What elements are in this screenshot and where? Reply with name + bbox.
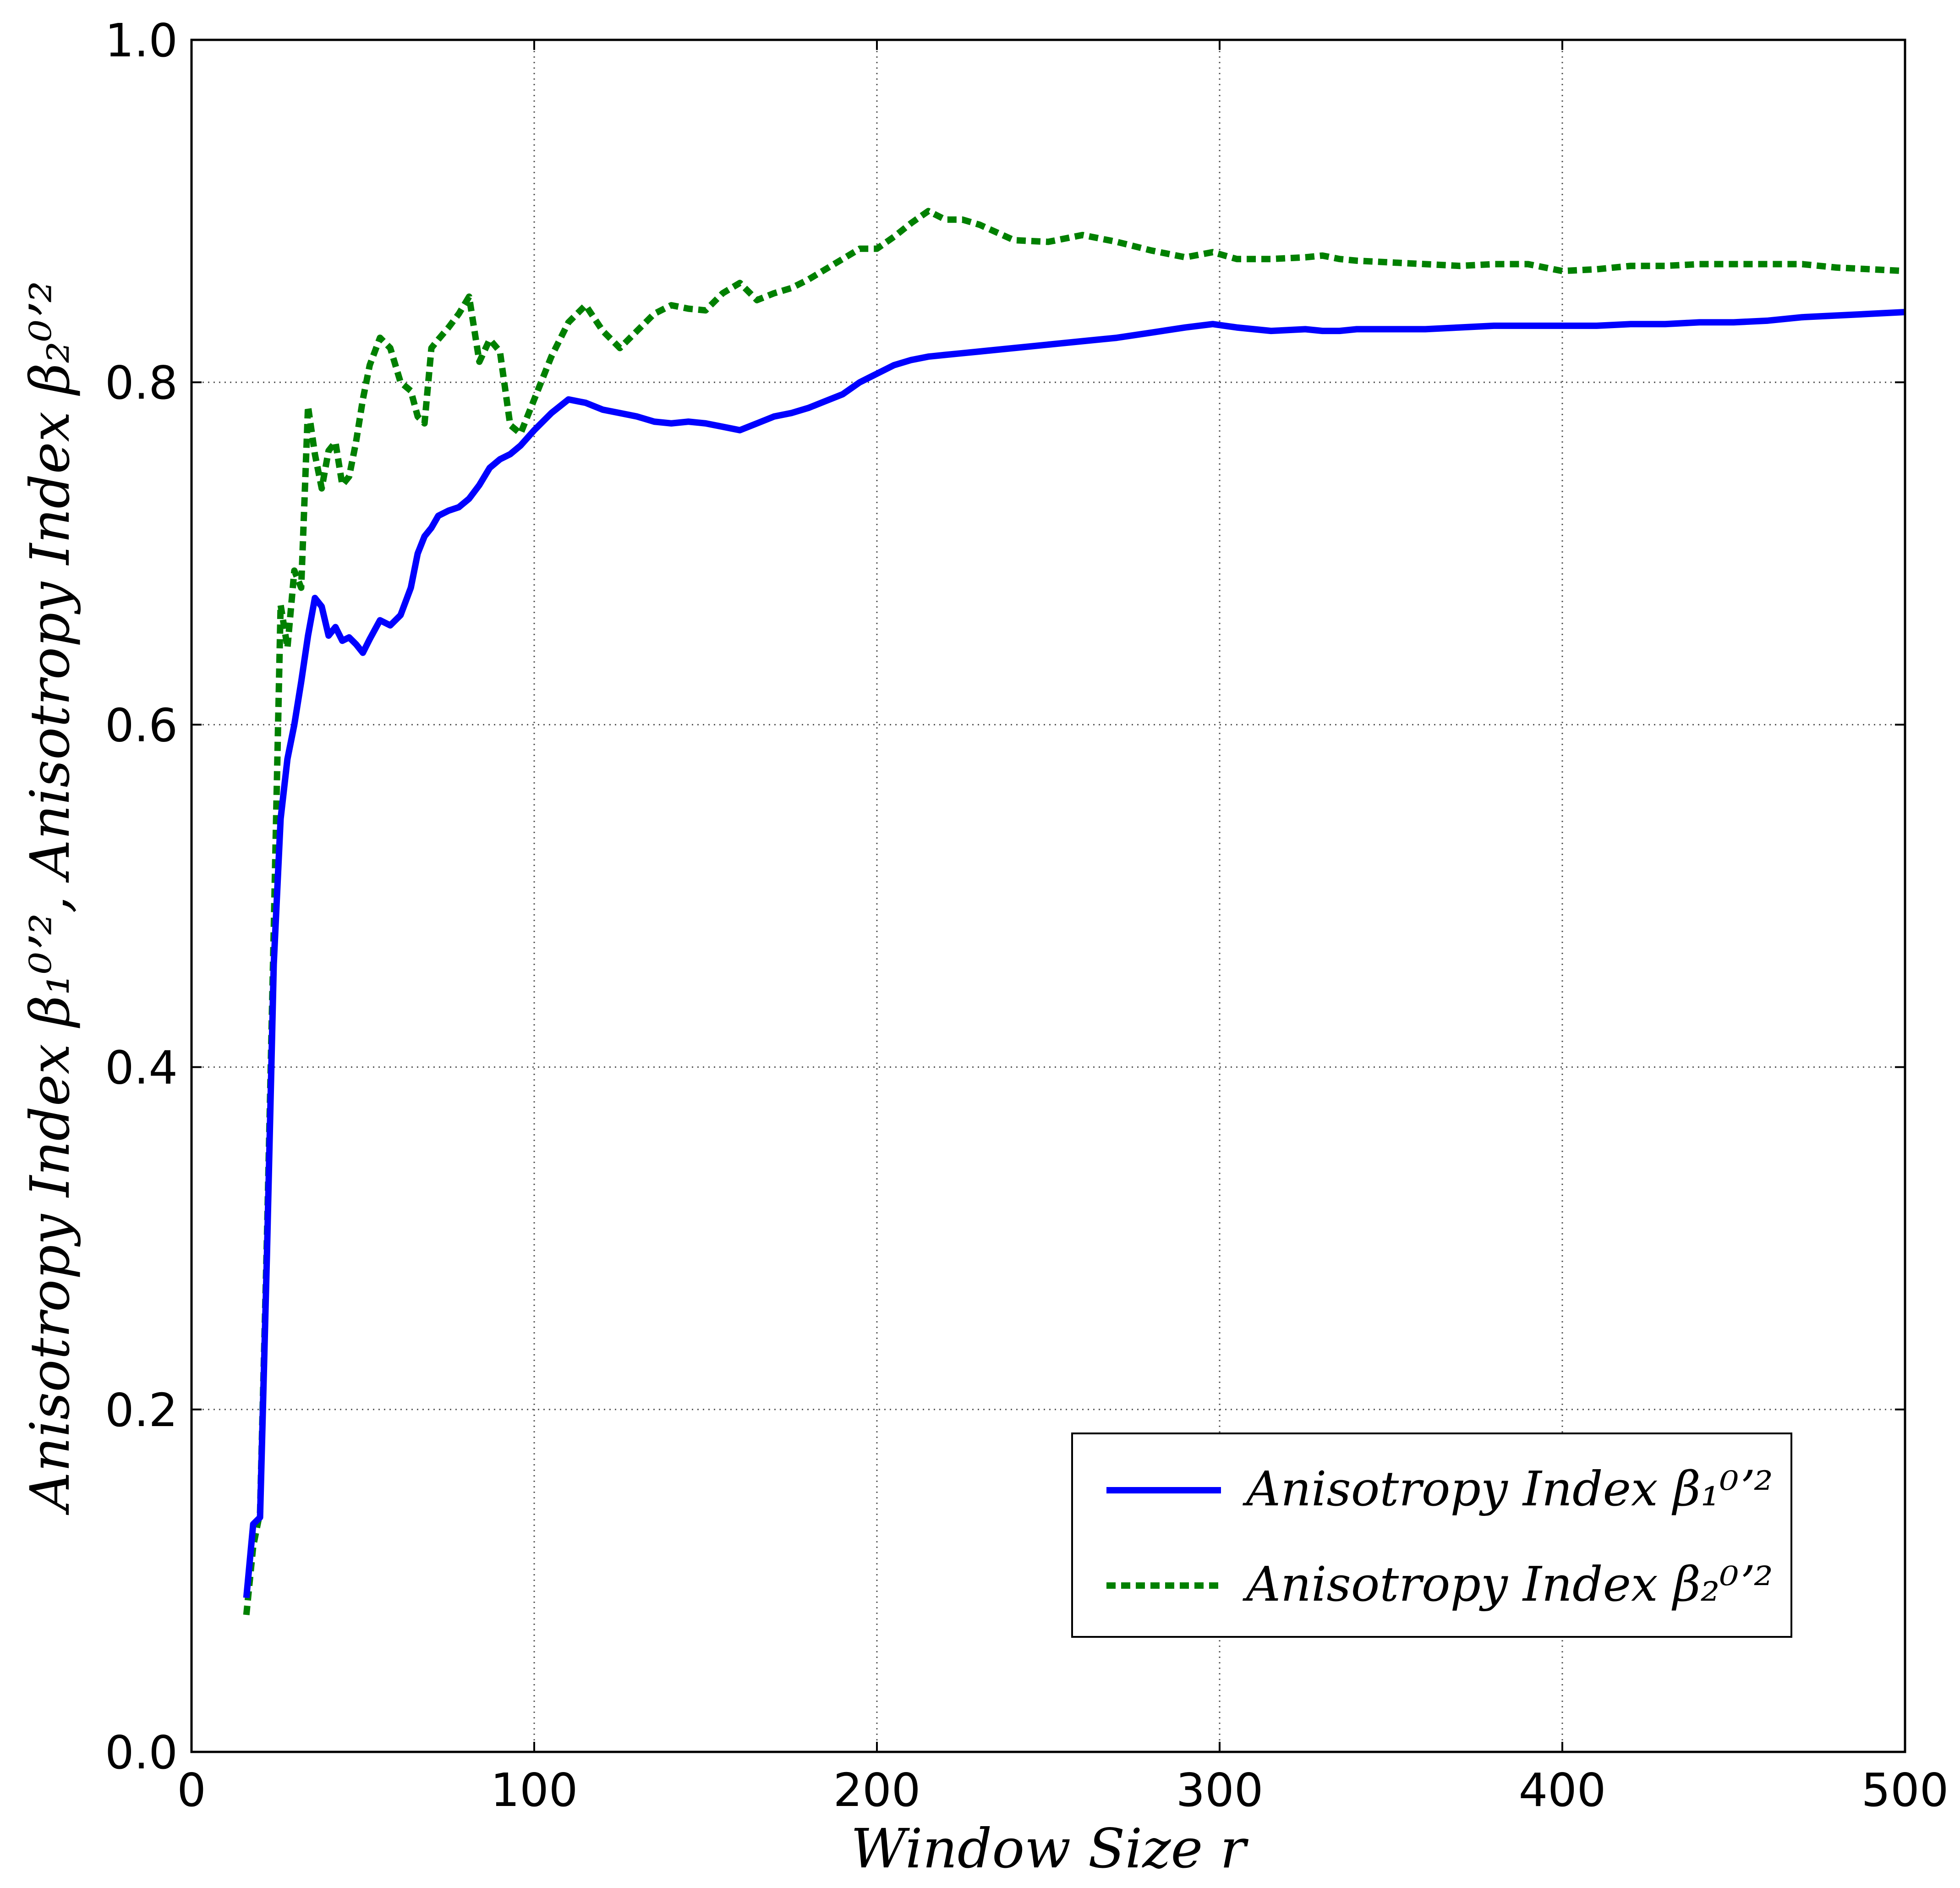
legend: Anisotropy Index β₁⁰ʼ² Anisotropy Index … [1071, 1432, 1792, 1638]
legend-box [1071, 1432, 1792, 1638]
x-tick-label: 100 [491, 1763, 578, 1817]
legend-label-beta1: Anisotropy Index β₁⁰ʼ² [1243, 1461, 1773, 1517]
y-tick-label: 0.0 [105, 1726, 178, 1779]
tick-labels: 0 100 200 300 400 500 0.0 0.2 0.4 0.6 0.8 1.0 [105, 14, 1949, 1817]
x-tick-label: 200 [833, 1763, 921, 1817]
y-axis-label: Anisotropy Index β₁⁰ʼ², Anisotropy Index… [18, 281, 82, 1515]
y-tick-label: 0.4 [105, 1041, 178, 1095]
x-axis-label: Window Size r [851, 1817, 1249, 1880]
y-tick-label: 0.2 [105, 1383, 178, 1437]
series-line-beta1 [243, 309, 1905, 1598]
y-tick-label: 1.0 [105, 14, 178, 67]
series-line-beta2 [243, 208, 1905, 1615]
series-layer [243, 208, 1905, 1615]
legend-label-beta2: Anisotropy Index β₂⁰ʼ² [1243, 1556, 1773, 1612]
axis-ticks [191, 39, 1906, 1753]
x-tick-label: 300 [1176, 1763, 1264, 1817]
plot-frame [190, 38, 1906, 1753]
y-tick-label: 0.8 [105, 356, 178, 410]
y-tick-label: 0.6 [105, 698, 178, 752]
x-tick-label: 0 [177, 1763, 206, 1817]
x-tick-label: 500 [1861, 1763, 1949, 1817]
x-tick-label: 400 [1519, 1763, 1606, 1817]
